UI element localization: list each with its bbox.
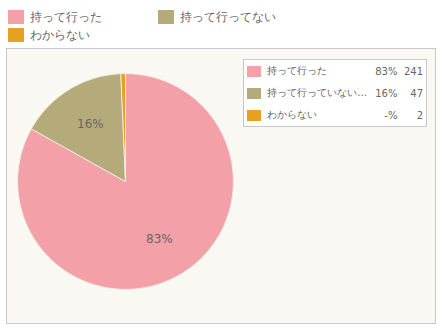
html-text:持って行ってない: 持って行ってない xyxy=(180,9,276,24)
html-text:持って行っていない...: 持って行っていない... xyxy=(267,87,367,98)
html-text:わからない: わからない xyxy=(30,27,90,42)
html-text:持って行った: 持って行った xyxy=(267,65,328,76)
html-text:47: 47 xyxy=(410,87,423,99)
html-text:16%: 16% xyxy=(375,87,398,99)
html-text:持って行った: 持って行った xyxy=(30,9,102,24)
html-text:241: 241 xyxy=(403,65,423,77)
html-text:83%: 83% xyxy=(375,65,398,77)
svg-text:83%: 83% xyxy=(146,232,173,246)
html-text:わからない: わからない xyxy=(267,109,318,120)
svg-text:16%: 16% xyxy=(77,117,104,131)
html-text:2: 2 xyxy=(416,109,423,121)
